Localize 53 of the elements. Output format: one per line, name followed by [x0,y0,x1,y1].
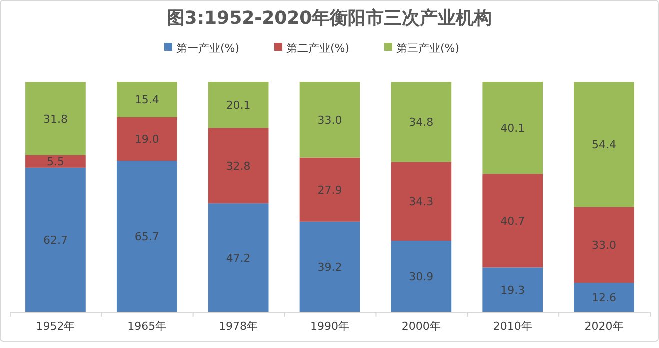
bar [574,82,634,208]
legend-label: 第二产业(%) [286,42,350,55]
bar [391,82,452,162]
bar [482,268,544,312]
data-label: 30.9 [409,270,434,284]
x-tick-label: 1990年 [310,320,350,333]
data-label: 27.9 [318,184,342,197]
x-tick-label: 1978年 [219,320,258,333]
x-tick-label: 1965年 [128,320,167,333]
data-label: 19.3 [500,284,526,297]
bar [482,174,544,268]
data-label: 33.0 [592,239,617,252]
chart-title: 图3:1952-2020年衡阳市三次产业机构 [166,8,492,29]
data-label: 40.7 [500,214,526,228]
legend-label: 第一产业(%) [176,42,240,55]
x-tick-label: 2000年 [402,320,441,333]
data-label: 15.4 [134,94,160,107]
bar [208,204,269,312]
bar [482,82,544,174]
data-label: 34.8 [409,116,434,130]
data-label: 19.0 [134,133,160,146]
data-label: 62.7 [43,234,68,247]
bar [26,155,86,168]
data-label: 34.3 [409,196,434,209]
bar [391,241,452,312]
data-label: 31.8 [43,112,68,126]
data-label: 20.1 [226,99,251,112]
data-label: 5.5 [46,156,64,169]
bar [116,117,178,162]
bar [574,283,634,312]
data-label: 65.7 [134,230,160,244]
data-label: 54.4 [592,138,617,152]
data-label: 40.1 [500,122,526,136]
data-label: 39.2 [318,260,342,274]
data-label: 12.6 [592,292,617,305]
bar [116,161,178,312]
data-label: 33.0 [318,114,342,127]
bar [208,82,269,128]
x-tick-label: 2020年 [584,320,624,333]
legend-label: 第三产业(%) [396,42,460,55]
x-tick-label: 2010年 [493,320,532,333]
x-tick-label: 1952年 [36,320,76,333]
bar [208,128,269,204]
bar [574,207,634,284]
bar [300,82,360,158]
bar [391,162,452,241]
bar [300,222,360,312]
data-label: 32.8 [226,160,251,173]
bar [116,82,178,118]
bar [26,82,86,156]
bar [300,158,360,222]
bar [26,168,86,312]
data-label: 47.2 [226,252,251,265]
